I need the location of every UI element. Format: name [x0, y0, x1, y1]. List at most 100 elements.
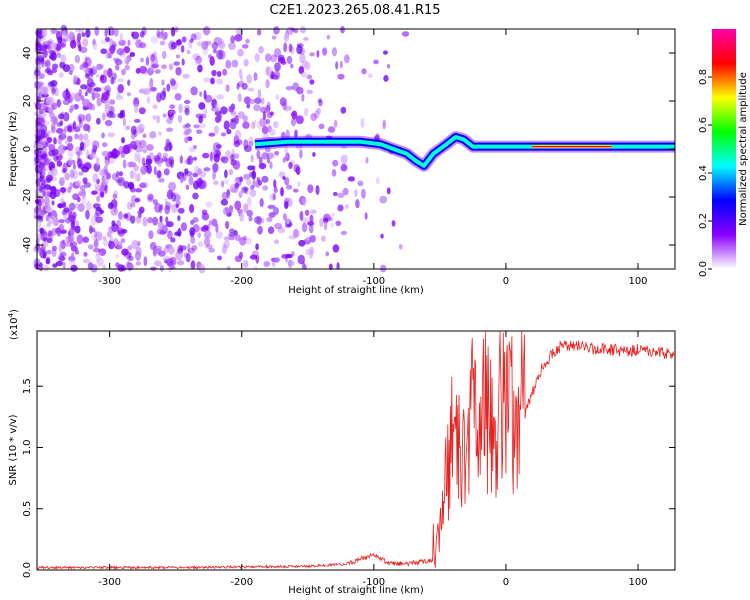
- spectrogram-blob: [50, 42, 57, 50]
- spectrogram-blob: [89, 153, 97, 159]
- y-tick-label: 0.5: [22, 501, 33, 517]
- spectrogram-blob: [93, 238, 99, 249]
- spectrogram-blob: [46, 249, 52, 255]
- spectrogram-blob: [302, 197, 307, 207]
- spectrogram-blob: [69, 39, 77, 49]
- spectrogram-blob: [99, 185, 104, 193]
- spectrogram-blob: [178, 103, 183, 114]
- spectrogram-blob: [189, 219, 195, 225]
- spectrogram-blob: [364, 212, 368, 220]
- spectrogram-blob: [285, 85, 294, 91]
- spectrogram-blob: [273, 26, 280, 35]
- spectrogram-blob: [129, 183, 134, 190]
- spectrogram-blob: [196, 41, 203, 47]
- spectrogram-blob: [91, 190, 98, 195]
- spectrogram-blob: [137, 240, 141, 247]
- spectrogram-blob: [303, 36, 309, 41]
- spectrogram-blob: [234, 200, 242, 211]
- spectrogram-blob: [260, 97, 265, 105]
- spectrogram-blob: [79, 141, 85, 151]
- spectrogram-blob: [282, 101, 287, 111]
- spectrogram-blob: [288, 105, 292, 111]
- spectrogram-blob: [78, 28, 84, 35]
- spectrogram-blob: [123, 181, 130, 189]
- spectrogram-blob: [56, 98, 61, 108]
- snr-y-ticks: 0.0 0.5 1.0 1.5: [22, 378, 675, 578]
- spectrogram-blob: [42, 120, 50, 125]
- spectrogram-blob: [156, 29, 161, 38]
- spectrogram-blob: [340, 163, 348, 172]
- spectrogram-blob: [245, 38, 250, 44]
- spectrogram-blob: [225, 84, 230, 93]
- spectrogram-blob: [36, 233, 44, 241]
- spectrogram-blob: [251, 170, 257, 180]
- spectrogram-blob: [83, 133, 89, 141]
- spectrogram-blob: [36, 143, 44, 150]
- spectrogram-blob: [60, 187, 67, 193]
- spectrogram-blob: [38, 109, 44, 115]
- spectrogram-blob: [189, 230, 195, 238]
- spectrogram-blob: [143, 256, 148, 267]
- spectrogram-blob: [145, 158, 153, 165]
- spectrogram-blob: [86, 77, 94, 88]
- spectrogram-blob: [192, 53, 201, 61]
- spectrogram-blob: [136, 125, 143, 135]
- spectrogram-blob: [208, 247, 215, 253]
- spectrogram-blob: [43, 157, 52, 165]
- spectrogram-blob: [176, 54, 180, 59]
- spectrogram-blob: [216, 37, 225, 48]
- spectrogram-blob: [247, 87, 255, 92]
- spectrogram-blob: [220, 198, 229, 206]
- spectrogram-y-axis-label: Frequency (Hz): [8, 111, 19, 187]
- spectrogram-blob: [95, 156, 100, 166]
- spectrogram-blob: [128, 252, 132, 260]
- spectrogram-blob: [292, 188, 299, 193]
- spectrogram-blob: [121, 229, 128, 234]
- spectrogram-blob: [56, 99, 62, 107]
- spectrogram-blob: [101, 112, 106, 121]
- spectrogram-blob: [69, 257, 76, 267]
- spectrogram-blob: [95, 73, 100, 79]
- spectrogram-blob: [74, 92, 82, 102]
- spectrogram-blob: [184, 107, 190, 116]
- spectrogram-blob: [174, 93, 182, 101]
- spectrogram-blob: [243, 203, 249, 213]
- spectrogram-blob: [61, 168, 67, 174]
- spectrogram-blob: [51, 125, 56, 134]
- spectrogram-blob: [156, 170, 162, 179]
- spectrogram-blob: [228, 105, 235, 113]
- spectrogram-blob: [93, 204, 97, 209]
- spectrogram-blob: [108, 240, 115, 250]
- spectrogram-blob: [167, 230, 173, 240]
- spectrogram-x-ticks: -300 -200 -100 0 100: [98, 29, 648, 287]
- spectrogram-blob: [199, 91, 203, 97]
- spectrogram-blob: [299, 149, 303, 159]
- spectrogram-blob: [301, 71, 308, 79]
- spectrogram-blob: [332, 244, 340, 253]
- spectrogram-blob: [96, 117, 101, 125]
- spectrogram-blob: [335, 220, 342, 227]
- spectrogram-blob: [99, 209, 104, 214]
- spectrogram-blob: [248, 216, 253, 222]
- spectrogram-blob: [147, 85, 152, 94]
- colorbar-tick-label: 0.4: [698, 165, 709, 181]
- spectrogram-blob: [133, 97, 140, 108]
- spectrogram-blob: [154, 202, 162, 213]
- spectrogram-blob: [340, 154, 348, 165]
- spectrogram-blob: [68, 108, 73, 113]
- spectrogram-blob: [130, 31, 135, 38]
- spectrogram-blob: [115, 64, 120, 71]
- spectrogram-blob: [262, 111, 266, 121]
- spectrogram-blob: [269, 128, 276, 136]
- spectrogram-blob: [64, 172, 70, 181]
- spectrogram-blob: [139, 31, 145, 38]
- spectrogram-blob: [72, 163, 76, 170]
- spectrogram-blob: [197, 64, 203, 73]
- spectrogram-blob: [165, 221, 174, 228]
- spectrogram-blob: [221, 191, 229, 200]
- spectrogram-blob: [60, 197, 65, 204]
- spectrogram-blob: [185, 184, 190, 191]
- spectrogram-blob: [215, 144, 222, 149]
- spectrogram-blob: [171, 192, 177, 202]
- spectrogram-blob: [174, 251, 183, 261]
